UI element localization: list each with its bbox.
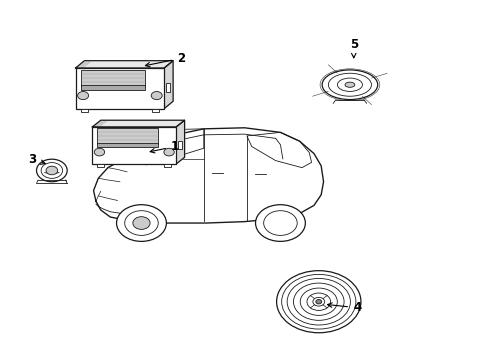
Circle shape (116, 205, 166, 242)
Bar (92, 127, 176, 164)
Circle shape (315, 300, 321, 304)
Text: 2: 2 (145, 52, 185, 67)
Text: 1: 1 (150, 140, 179, 153)
Bar (97, 129, 158, 144)
Bar (76, 68, 164, 109)
Circle shape (151, 91, 162, 100)
Ellipse shape (345, 82, 354, 87)
Bar (81, 85, 144, 90)
Polygon shape (92, 120, 184, 127)
Bar (97, 143, 158, 147)
Text: 5: 5 (349, 38, 357, 58)
Circle shape (37, 159, 67, 182)
Bar (97, 164, 104, 167)
Bar (151, 109, 159, 112)
Polygon shape (76, 61, 173, 68)
Circle shape (163, 148, 174, 156)
Circle shape (255, 205, 305, 242)
Bar (178, 141, 181, 149)
Circle shape (133, 217, 150, 229)
Text: 4: 4 (327, 301, 361, 314)
Polygon shape (176, 120, 184, 164)
Text: 3: 3 (29, 153, 45, 166)
Bar (164, 164, 171, 167)
Bar (165, 84, 170, 92)
Polygon shape (164, 61, 173, 109)
Bar (81, 109, 88, 112)
Circle shape (46, 166, 58, 175)
Circle shape (78, 91, 88, 100)
Circle shape (94, 148, 104, 156)
Bar (81, 69, 144, 87)
